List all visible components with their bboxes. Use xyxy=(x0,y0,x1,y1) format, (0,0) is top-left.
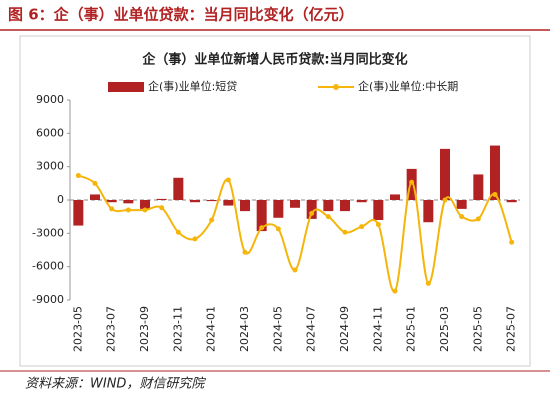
x-tick-label: 2024-09 xyxy=(338,306,351,352)
line-marker xyxy=(92,180,98,186)
line-marker xyxy=(159,205,165,211)
y-tick-label: -9000 xyxy=(32,293,64,306)
line-marker xyxy=(142,207,148,213)
bar xyxy=(290,200,300,208)
x-tick-label: 2024-01 xyxy=(205,306,218,352)
x-tick-label: 2025-05 xyxy=(471,306,484,352)
line-marker xyxy=(392,288,398,294)
line-marker xyxy=(309,210,315,216)
line-marker xyxy=(275,226,281,232)
bar xyxy=(140,200,150,209)
line-marker xyxy=(459,214,465,220)
line-marker xyxy=(325,214,331,220)
line-marker xyxy=(292,267,298,273)
legend-label: 企(事)业单位:中长期 xyxy=(358,79,458,93)
line-marker xyxy=(409,179,415,185)
bar xyxy=(223,200,234,206)
bar xyxy=(106,200,117,203)
legend-label: 企(事)业单位:短贷 xyxy=(148,79,237,93)
line-marker xyxy=(475,216,481,222)
bar xyxy=(356,200,367,203)
bar xyxy=(490,145,500,200)
bar xyxy=(390,194,400,200)
chart-title: 企（事）业单位新增人民币贷款:当月同比变化 xyxy=(141,52,407,68)
bar xyxy=(206,200,217,202)
x-tick-label: 2024-03 xyxy=(238,306,251,352)
bar xyxy=(423,200,434,223)
x-tick-label: 2024-07 xyxy=(305,306,318,352)
line-marker xyxy=(242,249,248,255)
x-tick-label: 2023-11 xyxy=(171,306,184,352)
bar xyxy=(273,200,284,218)
bar xyxy=(256,200,267,232)
x-tick-label: 2024-05 xyxy=(271,306,284,352)
bar xyxy=(90,194,100,200)
line-marker xyxy=(75,173,81,179)
bar xyxy=(456,200,467,209)
legend-swatch xyxy=(333,84,339,90)
y-tick-label: 0 xyxy=(57,193,64,206)
x-tick-label: 2023-07 xyxy=(105,306,118,352)
bar xyxy=(173,177,184,200)
bar xyxy=(340,200,350,212)
line-marker xyxy=(175,229,181,235)
line-marker xyxy=(125,207,131,213)
y-tick-label: 6000 xyxy=(36,126,64,139)
line-marker xyxy=(375,221,381,227)
line-marker xyxy=(509,239,515,245)
line-marker xyxy=(342,229,348,235)
y-tick-label: 3000 xyxy=(36,160,64,173)
bar xyxy=(123,200,134,204)
x-tick-label: 2025-03 xyxy=(438,306,451,352)
line-marker xyxy=(225,177,231,183)
x-tick-label: 2025-07 xyxy=(505,306,518,352)
line-marker xyxy=(259,225,265,231)
x-tick-label: 2023-05 xyxy=(71,306,84,352)
y-tick-label: -6000 xyxy=(32,260,64,273)
y-tick-label: 9000 xyxy=(36,93,64,106)
chart-frame xyxy=(19,35,531,367)
line-marker xyxy=(109,206,115,212)
bar xyxy=(506,200,517,203)
line-marker xyxy=(492,191,498,197)
line-marker xyxy=(192,236,198,242)
bar xyxy=(73,200,84,226)
bar xyxy=(190,200,200,203)
source: 资料来源：WIND，财信研究院 xyxy=(25,376,206,392)
x-tick-label: 2025-01 xyxy=(405,306,418,352)
legend-swatch xyxy=(108,82,144,92)
x-tick-label: 2024-11 xyxy=(371,306,384,352)
bar xyxy=(373,200,384,220)
line xyxy=(77,174,513,293)
bar xyxy=(473,174,484,200)
line-marker xyxy=(425,280,431,286)
bar xyxy=(240,200,250,212)
y-tick-label: -3000 xyxy=(32,226,64,239)
bar xyxy=(440,148,450,200)
bar xyxy=(323,200,334,212)
bar xyxy=(156,198,167,200)
figure-title: 图 6：企（事）业单位贷款：当月同比变化（亿元） xyxy=(8,6,354,24)
line-marker xyxy=(359,224,365,230)
x-tick-label: 2023-09 xyxy=(138,306,151,352)
line-marker xyxy=(442,197,448,203)
line-marker xyxy=(209,217,215,223)
bar xyxy=(306,200,317,219)
